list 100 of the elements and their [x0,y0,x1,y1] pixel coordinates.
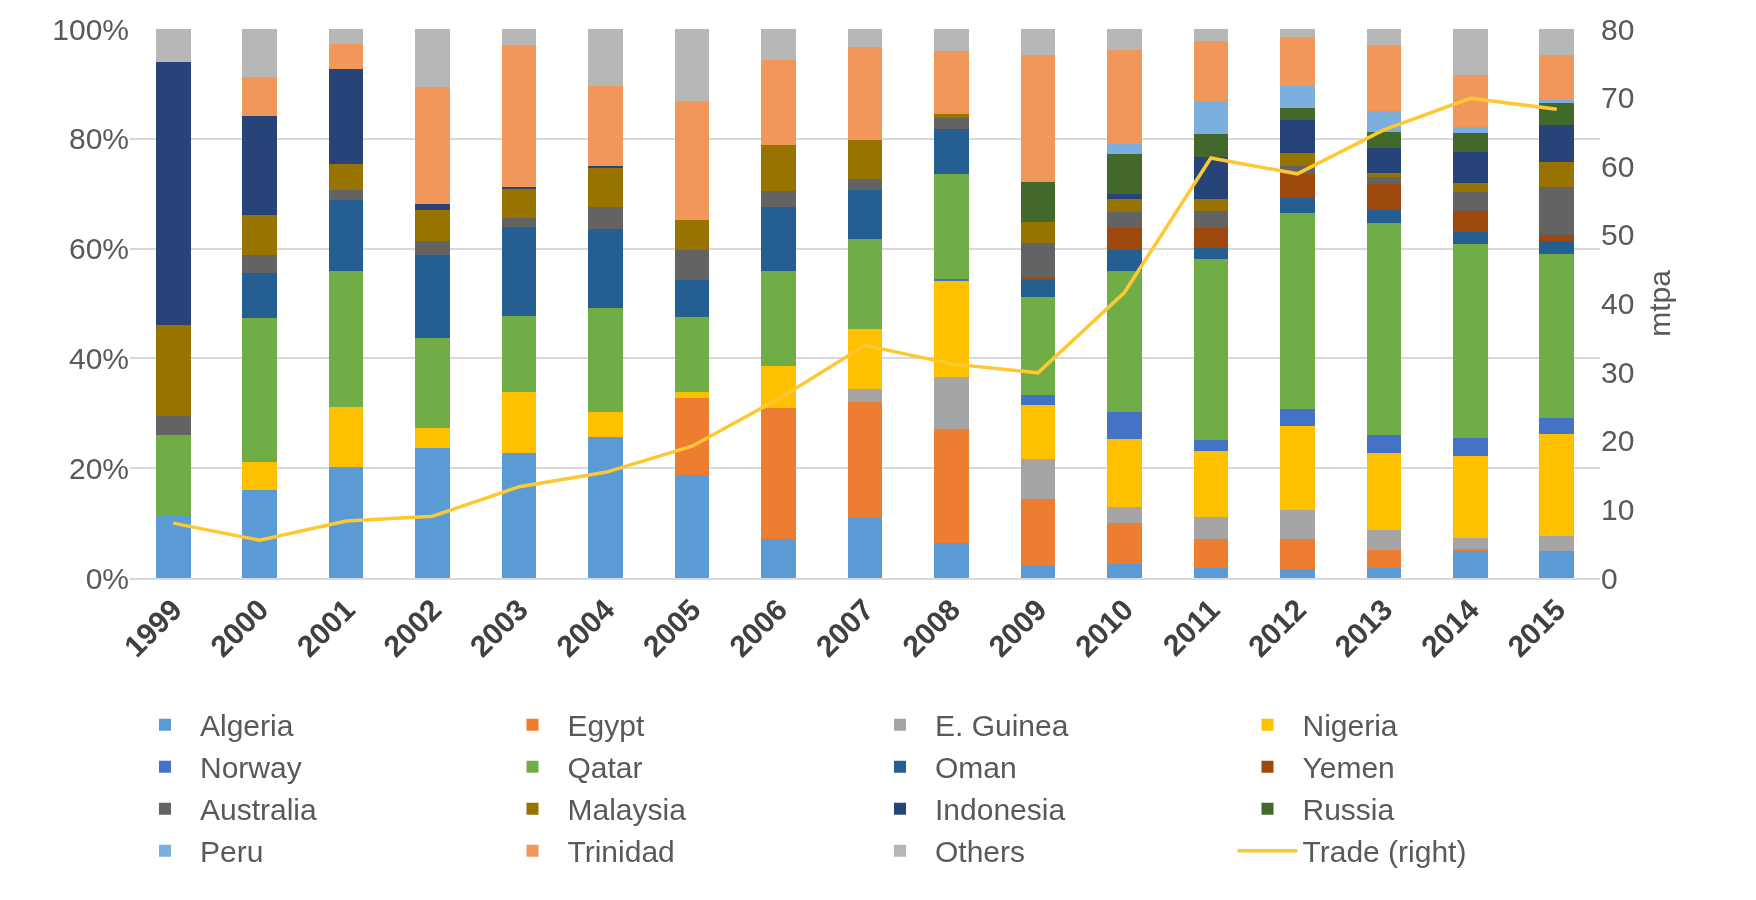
bar [1539,100,1575,103]
legend-label: Trinidad [567,835,675,869]
bar [1280,568,1315,578]
bar [1366,434,1402,454]
bar [934,128,969,175]
bar [1193,247,1229,260]
legend-label: Peru [200,835,264,869]
bar [761,539,796,578]
bar [501,315,537,392]
bar [328,29,364,45]
bar [1280,408,1315,426]
bar [155,29,191,62]
legend-label: Egypt [567,709,645,743]
bar [1107,507,1142,524]
bar [415,209,450,241]
bar [1020,181,1056,222]
bar [588,207,623,230]
bar [1020,296,1056,396]
bar [415,240,450,255]
bar [1280,152,1315,167]
bar [328,466,364,578]
bar [1193,198,1229,211]
bar [1280,107,1315,120]
bar [1539,125,1575,162]
bar [1366,530,1402,550]
bar [1193,517,1229,540]
bar [1107,193,1142,200]
legend-label: Algeria [200,709,294,743]
bar [1366,567,1402,578]
bar [1539,417,1575,434]
bar [1193,259,1229,441]
bar [1020,499,1056,566]
y-tick-label: 100% [52,12,129,46]
bar [1539,186,1575,235]
bar [242,115,277,216]
bar [847,190,883,240]
bar [1193,567,1229,578]
bar [674,101,710,221]
y-tick-label: 20% [68,451,129,485]
bar [1366,453,1402,531]
bar [1193,450,1229,518]
bar [1280,509,1315,540]
bar [934,50,969,115]
bar [328,163,364,190]
bar [155,325,191,417]
bar [588,167,623,208]
bar [501,391,537,453]
bar [761,145,796,191]
bar [1107,154,1142,194]
bar [1539,535,1575,552]
bar [847,29,883,47]
bar [1193,440,1229,451]
bar [1193,29,1229,41]
legend-label: Others [935,835,1026,869]
bar [847,388,883,402]
y-tick-label: 40% [68,341,129,375]
bar [1107,523,1142,565]
bar [674,474,710,578]
legend-label: Indonesia [935,793,1066,827]
bar [847,329,883,389]
legend-label: E. Guinea [935,709,1069,743]
bar [1107,249,1142,272]
bar [415,338,450,429]
bar [1107,144,1142,155]
bar [934,114,969,119]
bar [1107,228,1142,250]
bar [1366,210,1402,223]
y2-tick-label: 30 [1601,355,1635,389]
bar [847,46,883,141]
bar [1107,564,1142,578]
bar [242,215,277,256]
bar [242,273,277,319]
bar [1107,271,1142,413]
bar [588,229,623,308]
bar [674,29,710,102]
bar [415,86,450,204]
bar [1280,119,1315,153]
bar [155,61,191,326]
bar [1453,127,1488,133]
legend-label: Qatar [567,751,643,785]
bar [1453,548,1488,552]
bar [1107,199,1142,212]
bar [1193,134,1229,157]
bar [1020,395,1056,406]
bar [328,200,364,271]
legend-label: Australia [200,793,318,827]
bar [1453,231,1488,244]
bar [501,29,537,46]
legend-label: Trade (right) [1302,835,1467,869]
legend-label: Nigeria [1302,709,1398,743]
bar [1193,210,1229,228]
bar [1280,37,1315,86]
legend-label: Malaysia [567,793,687,827]
bar [761,207,796,272]
bar [1193,40,1229,101]
bar [1366,177,1402,184]
bar [674,398,710,475]
bar [328,69,364,164]
bar [847,178,883,191]
bar [1107,412,1142,440]
